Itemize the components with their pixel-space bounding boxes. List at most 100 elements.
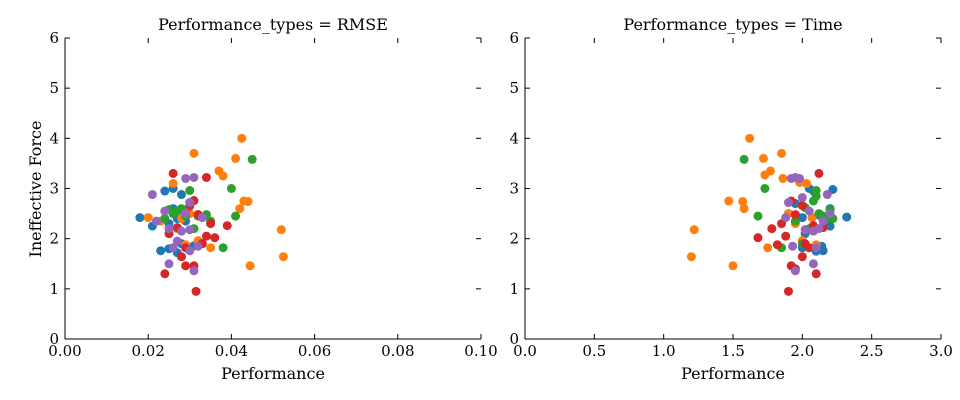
scatter-point <box>797 193 807 203</box>
scatter-point <box>811 243 821 253</box>
scatter-point <box>811 191 821 201</box>
scatter-point <box>753 211 763 221</box>
scatter-point <box>189 148 199 158</box>
scatter-point <box>206 243 216 253</box>
y-tick-label: 6 <box>49 29 59 47</box>
scatter-point <box>759 153 769 163</box>
y-axis-label: Ineffective Force <box>26 121 45 258</box>
scatter-point <box>164 224 174 234</box>
scatter-point <box>189 266 199 276</box>
scatter-point <box>185 246 195 256</box>
scatter-point <box>804 206 814 216</box>
scatter-point <box>218 171 228 181</box>
scatter-point <box>797 201 807 211</box>
y-tick-label: 6 <box>509 29 519 47</box>
scatter-point <box>185 186 195 196</box>
scatter-point <box>778 173 788 183</box>
scatter-point <box>724 196 734 206</box>
scatter-point <box>276 225 286 235</box>
scatter-point <box>176 190 186 200</box>
scatter-point <box>689 225 699 235</box>
x-axis-label-rmse: Performance <box>221 364 325 383</box>
scatter-point <box>765 166 775 176</box>
scatter-point <box>206 219 216 229</box>
scatter-point <box>686 252 696 262</box>
scatter-point <box>760 184 770 193</box>
scatter-point <box>164 259 174 269</box>
scatter-point <box>753 233 763 243</box>
scatter-point <box>210 233 220 243</box>
scatter-point <box>825 209 835 219</box>
y-tick-label: 1 <box>509 280 519 298</box>
scatter-point <box>191 286 201 296</box>
scatter-point <box>797 252 807 262</box>
scatter-point <box>825 221 835 231</box>
scatter-point <box>160 269 170 279</box>
scatter-point <box>152 216 162 226</box>
scatter-point <box>218 243 228 253</box>
x-tick-label: 1.5 <box>721 342 745 360</box>
y-tick-label: 3 <box>49 180 59 198</box>
ticks-rmse: 0.00 0.02 0.04 0.06 0.08 0.10 0 1 2 3 4 5 6 <box>48 29 497 360</box>
scatter-point <box>193 241 203 251</box>
scatter-point <box>783 286 793 296</box>
x-tick-label: 0.02 <box>131 342 164 360</box>
scatter-point <box>172 236 182 246</box>
scatter-point <box>243 197 253 207</box>
y-tick-label: 0 <box>49 330 59 348</box>
scatter-point <box>781 231 791 241</box>
scatter-points-rmse <box>135 133 288 296</box>
scatter-point <box>237 133 247 143</box>
x-tick-label: 0.06 <box>298 342 331 360</box>
scatter-point <box>245 261 255 271</box>
y-tick-label: 4 <box>509 129 519 147</box>
scatter-point <box>800 239 810 249</box>
scatter-point <box>247 154 257 164</box>
scatter-point <box>808 259 818 269</box>
x-tick-label: 0.0 <box>513 342 537 360</box>
x-axis-label-time: Performance <box>681 364 785 383</box>
x-tick-label: 2.0 <box>790 342 814 360</box>
scatter-point <box>147 190 157 200</box>
scatter-point <box>822 190 832 200</box>
scatter-point <box>767 224 777 234</box>
panel-title-rmse: Performance_types = RMSE <box>158 15 388 34</box>
y-tick-label: 0 <box>509 330 519 348</box>
scatter-point <box>168 178 178 188</box>
scatter-point <box>728 261 738 271</box>
axes-rmse <box>64 38 481 340</box>
scatter-point <box>278 252 288 262</box>
scatter-point <box>842 212 852 222</box>
scatter-point <box>156 246 166 256</box>
scatter-point <box>185 225 195 235</box>
panel-time: Performance_types = Time Performance 0.0… <box>509 15 952 383</box>
scatter-point <box>197 213 207 223</box>
scatter-point <box>800 225 810 235</box>
scatter-point <box>181 261 191 271</box>
scatter-point <box>811 269 821 279</box>
axes-time <box>524 38 941 340</box>
scatter-point <box>745 133 755 143</box>
scatter-point <box>801 178 811 188</box>
scatter-point <box>763 243 773 253</box>
scatter-point <box>795 173 805 183</box>
scatter-point <box>201 172 211 182</box>
scatter-point <box>189 172 199 182</box>
x-tick-label: 2.5 <box>860 342 884 360</box>
ticks-time: 0.0 0.5 1.0 1.5 2.0 2.5 3.0 0 1 2 3 4 5 6 <box>509 29 952 360</box>
x-tick-label: 0.5 <box>582 342 606 360</box>
scatter-point <box>777 148 787 158</box>
scatter-point <box>739 204 749 214</box>
scatter-point <box>160 186 170 196</box>
scatter-point <box>783 198 793 208</box>
y-tick-label: 5 <box>49 79 59 97</box>
scatter-point <box>168 243 178 253</box>
scatter-point <box>808 226 818 236</box>
scatter-point <box>181 209 191 219</box>
scatter-point <box>176 226 186 236</box>
scatter-point <box>176 252 186 262</box>
y-tick-label: 5 <box>509 79 519 97</box>
scatter-point <box>231 211 241 221</box>
scatter-point <box>738 197 748 207</box>
